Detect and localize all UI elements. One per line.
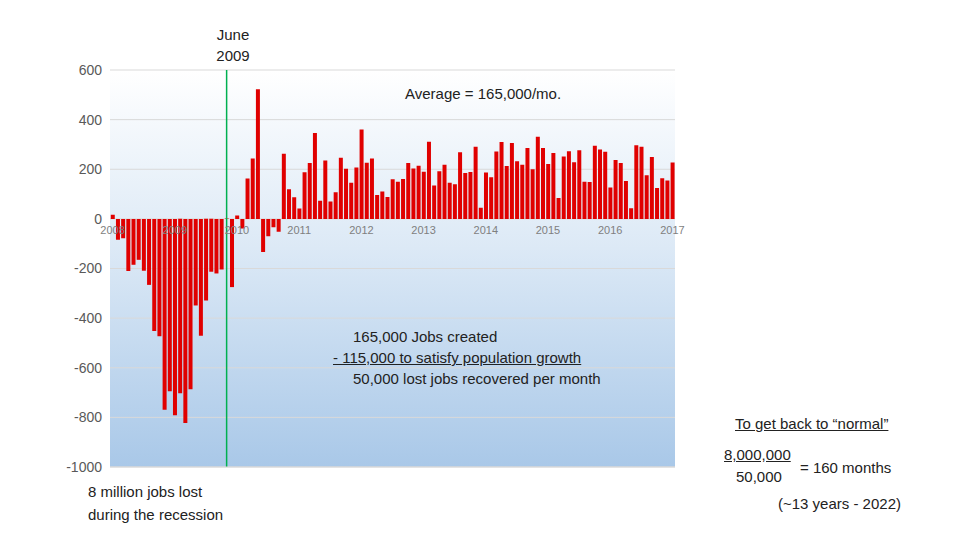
svg-text:-400: -400 [74, 310, 102, 326]
html-text:June 2009: June 2009 [216, 26, 250, 64]
html-text:8 million jobs lost: 8 million jobs lost [88, 483, 203, 500]
svg-text:2010: 2010 [225, 224, 249, 236]
svg-text:-800: -800 [74, 409, 102, 425]
html-text:- 115,000 to satisfy populatio: - 115,000 to satisfy population growth [333, 349, 582, 366]
svg-text:2013: 2013 [411, 224, 435, 236]
svg-text:2016: 2016 [598, 224, 622, 236]
svg-text:-200: -200 [74, 260, 102, 276]
svg-text:2014: 2014 [474, 224, 498, 236]
svg-text:2011: 2011 [287, 224, 311, 236]
html-text:= 160 months: = 160 months [800, 459, 892, 476]
svg-text:2015: 2015 [536, 224, 560, 236]
svg-text:0: 0 [94, 211, 102, 227]
html-text:165,000 Jobs created: 165,000 Jobs created [353, 328, 498, 345]
html-text:Average = 165,000/mo.: Average = 165,000/mo. [405, 85, 562, 102]
html-text:To get back to “normal”: To get back to “normal” [735, 415, 889, 432]
svg-text:400: 400 [79, 112, 103, 128]
svg-text:200: 200 [79, 161, 103, 177]
html-text:(~13 years - 2022): (~13 years - 2022) [778, 495, 901, 512]
svg-text:-1000: -1000 [66, 459, 102, 475]
svg-text:2008: 2008 [100, 224, 124, 236]
html-text:8,000,000: 8,000,000 [724, 446, 791, 463]
svg-text:-600: -600 [74, 360, 102, 376]
svg-text:600: 600 [79, 62, 103, 78]
html-text:50,000: 50,000 [736, 468, 782, 485]
svg-text:2009: 2009 [163, 224, 187, 236]
html-text:during the recession: during the recession [88, 506, 224, 523]
svg-text:2017: 2017 [660, 224, 684, 236]
html-text:50,000 lost jobs recovered per: 50,000 lost jobs recovered per month [353, 370, 601, 387]
svg-text:2012: 2012 [349, 224, 373, 236]
